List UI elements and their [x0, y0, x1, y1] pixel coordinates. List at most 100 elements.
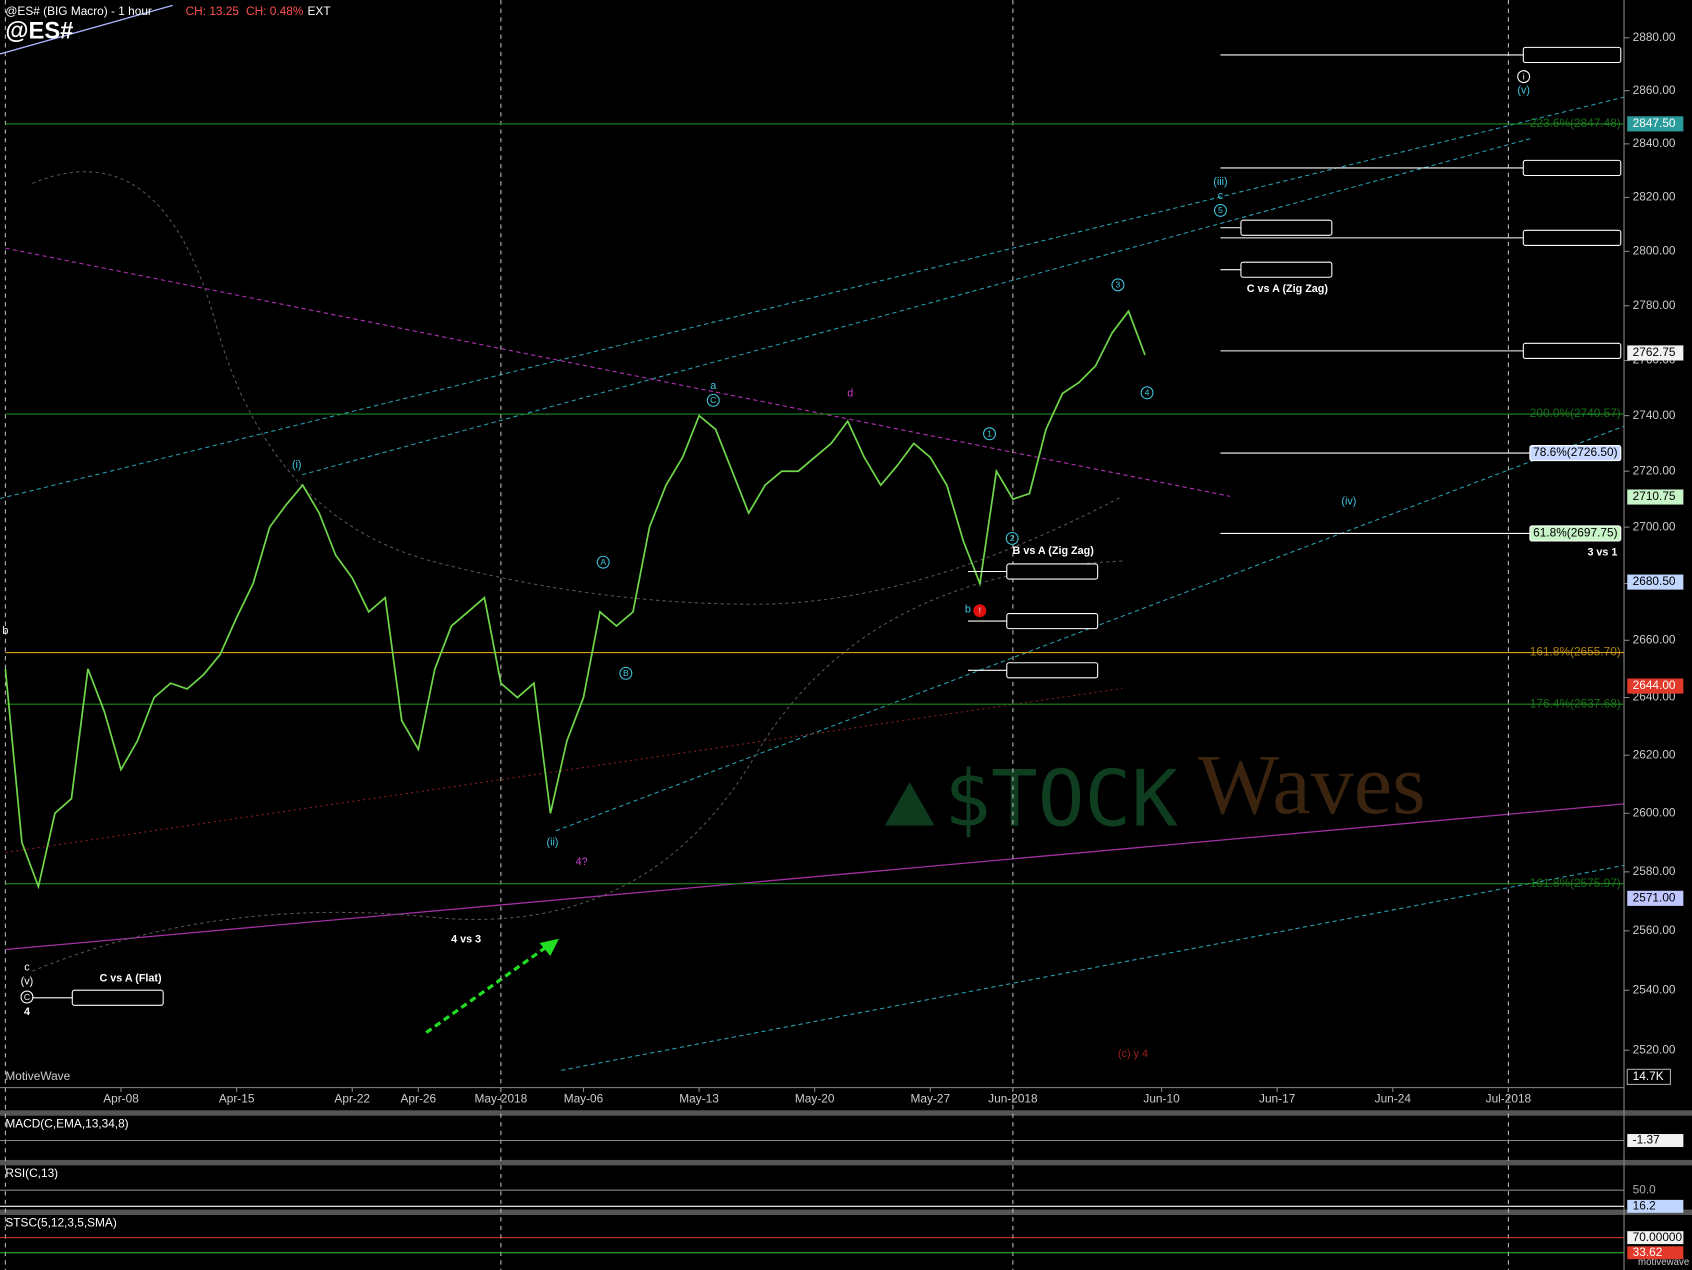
panel-separator — [0, 1110, 1692, 1116]
price-tag — [1627, 116, 1684, 132]
arrow-head — [539, 938, 559, 957]
y-tick-label: 2880.00 — [1633, 30, 1676, 44]
y-tick-label: 2780.00 — [1633, 298, 1676, 312]
wave-circle — [1140, 386, 1154, 400]
level-label: 161.8%(2655.70) — [1530, 645, 1621, 659]
wave-label: C vs A (Flat) — [100, 973, 163, 985]
brand: MotiveWave — [5, 1069, 70, 1083]
price-tag-label: 2847.50 — [1633, 116, 1676, 130]
fib-label-box — [71, 989, 164, 1006]
indicator-tag-label: 70.00000 — [1633, 1230, 1683, 1244]
price-tag-label: 2680.50 — [1633, 574, 1676, 588]
wave-circle — [706, 393, 720, 407]
fib-label: 78.6%(2793.25) — [1244, 262, 1328, 276]
indicator-tag-label: 16.2 — [1633, 1198, 1656, 1212]
fib-label-box — [1529, 444, 1622, 462]
fib-label-box — [1006, 563, 1099, 580]
wave-circle-label: 3 — [1116, 280, 1121, 290]
price-tag — [1627, 890, 1684, 906]
x-tick-label: May-06 — [564, 1092, 604, 1106]
wave-circle-label: C — [24, 992, 30, 1002]
wave-label: d — [847, 388, 853, 400]
wave-label: 4 vs 3 — [451, 934, 481, 946]
x-tick-label: May-2018 — [475, 1092, 528, 1106]
y-tick-label: 2840.00 — [1633, 136, 1676, 150]
fib-label-box — [1240, 261, 1333, 278]
indicator-tag — [1627, 1183, 1684, 1197]
trendline — [561, 864, 1625, 1071]
fib-label: 38.2%(2684.25) — [1010, 564, 1094, 578]
price-tag — [1627, 345, 1684, 361]
fib-label: 61.8%(2697.75) — [1533, 526, 1617, 540]
fib-label: 161.8%(2873.50) — [1527, 47, 1618, 61]
x-tick-label: Jun-17 — [1259, 1092, 1295, 1106]
trendline — [5, 803, 1625, 951]
wave-label: (c) y 4 — [1118, 1048, 1148, 1060]
fib-label: 88.7%(2808.75) — [1244, 220, 1328, 234]
wave-circle-label: i — [1523, 71, 1525, 81]
wave-circle-label: 2 — [1010, 533, 1015, 543]
wave-circle-label: 1 — [987, 429, 992, 439]
x-tick-label: Jun-10 — [1143, 1092, 1180, 1106]
x-tick-label: Jun-2018 — [988, 1092, 1038, 1106]
x-tick-label: Apr-15 — [219, 1092, 255, 1106]
wave-label: B vs A (Zig Zag) — [1013, 545, 1095, 557]
indicator-tag — [1627, 1134, 1684, 1147]
x-tick-label: May-20 — [795, 1092, 835, 1106]
y-tick-label: 2800.00 — [1633, 244, 1676, 258]
indicator-tag-label: -1.37 — [1633, 1133, 1660, 1147]
x-tick-label: Apr-26 — [401, 1092, 437, 1106]
indicator-title: MACD(C,EMA,13,34,8) — [5, 1116, 128, 1130]
wave-label: (i) — [292, 459, 302, 471]
wave-label: 3 vs 1 — [1587, 546, 1617, 558]
trendline — [555, 425, 1625, 832]
wave-label: (iii) — [1213, 176, 1227, 188]
indicator-tag — [1627, 1231, 1684, 1245]
trendlines — [0, 4, 1625, 1071]
indicator-tag — [1627, 1199, 1684, 1213]
y-tick-label: 2700.00 — [1633, 519, 1676, 533]
y-tick-label: 2860.00 — [1633, 83, 1676, 97]
level-label: 176.4%(2637.68) — [1530, 696, 1621, 710]
wave-circle-label: B — [623, 668, 629, 678]
y-tick-label: 2520.00 — [1633, 1042, 1676, 1056]
wave-label: b — [965, 603, 971, 615]
wave-label: C vs A (Zig Zag) — [1247, 283, 1329, 295]
trendline — [5, 687, 1123, 853]
fib-label: 50.0%(2666.75) — [1010, 613, 1094, 627]
wave-circle — [983, 427, 996, 441]
wave-circle — [1517, 70, 1531, 84]
symbol-title: @ES# (BIG Macro) - 1 hour — [5, 4, 152, 18]
level-label: 200.0%(2740.57) — [1530, 406, 1621, 420]
wave-label: c — [1218, 190, 1224, 202]
price-tag-label: 2710.75 — [1633, 489, 1676, 503]
y-tick-label: 2660.00 — [1633, 632, 1676, 646]
wave-circle-label: C — [710, 395, 716, 405]
trendline — [302, 137, 1533, 476]
fib-label-box — [1522, 159, 1622, 177]
wave-label: a — [710, 380, 716, 392]
price-tag-label: 2762.75 — [1633, 345, 1676, 359]
y-tick-label: 2600.00 — [1633, 805, 1676, 819]
indicator-title: STSC(5,12,3,5,SMA) — [5, 1216, 116, 1230]
y-tick-label: 2580.00 — [1633, 864, 1676, 878]
y-tick-label: 2720.00 — [1633, 463, 1676, 477]
x-tick-label: Jul-2018 — [1486, 1092, 1532, 1106]
price-tag-label: 2644.00 — [1633, 678, 1676, 692]
wave-label: (ii) — [546, 837, 558, 849]
wave-label: (v) — [1517, 84, 1530, 96]
wave-circle — [1005, 531, 1019, 545]
y-tick-label: 2620.00 — [1633, 747, 1676, 761]
change-pct: CH: 0.48% — [246, 4, 304, 18]
y-tick-label: 2820.00 — [1633, 190, 1676, 204]
watermark-logo — [884, 782, 935, 826]
wave-circle-label: ! — [979, 606, 981, 616]
fib-label: 100.0%(2763.50) — [1527, 343, 1618, 357]
wave-circle — [1213, 203, 1227, 217]
wave-circle-label: 5 — [1218, 205, 1223, 215]
fib-label-box — [1529, 525, 1622, 542]
fib-label: 78.6%(2726.50) — [1533, 445, 1617, 459]
wave-label: c — [24, 962, 30, 974]
